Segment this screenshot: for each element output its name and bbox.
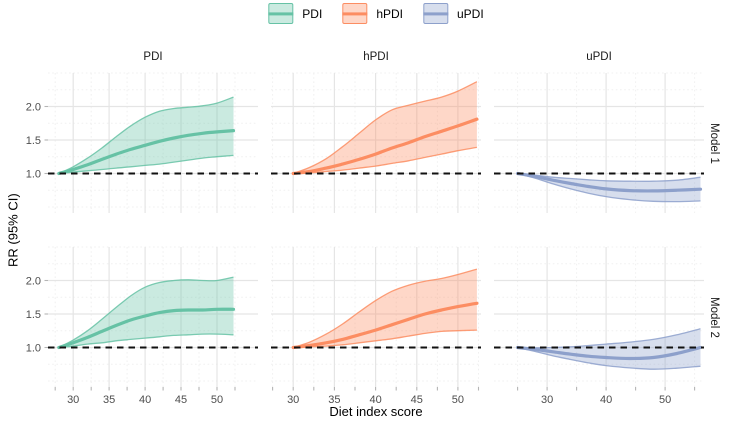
confidence-ribbon [293, 81, 477, 174]
trend-line [57, 129, 236, 176]
ribbon-lower-edge [58, 154, 234, 175]
svg-text:2.0: 2.0 [26, 101, 41, 113]
panel-updi-model-1 [494, 72, 704, 213]
facet-strip-hpdi: hPDI [363, 51, 389, 63]
svg-text:30: 30 [541, 394, 553, 406]
ribbon-upper-edge [292, 268, 478, 349]
panel-svg [494, 72, 704, 213]
panel-pdi-model-1: 1.0 1.5 2.0 [26, 72, 258, 213]
trend-line [291, 301, 479, 350]
svg-text:45: 45 [411, 394, 423, 406]
ribbon-upper-edge [58, 96, 234, 175]
svg-text:30: 30 [67, 394, 79, 406]
ribbon-lower-edge [58, 333, 234, 349]
facet-strip-updi: uPDI [586, 51, 612, 63]
svg-text:35: 35 [328, 394, 340, 406]
panel-hpdi-model-2: 30 35 40 45 50 [271, 246, 481, 406]
y-axis-title: RR (95% CI) [5, 193, 21, 267]
legend-key-line [342, 11, 368, 16]
legend-item-pdi: PDI [268, 3, 322, 24]
legend-key-updi [423, 3, 449, 24]
trend-line [516, 345, 703, 361]
svg-text:40: 40 [369, 394, 381, 406]
legend-label-pdi: PDI [302, 6, 323, 21]
panel-svg: 30 35 40 45 50 1.0 1.5 2.0 [26, 246, 258, 406]
svg-text:50: 50 [452, 394, 464, 406]
legend-key-line [423, 11, 449, 16]
confidence-ribbon [517, 173, 701, 202]
svg-text:45: 45 [175, 394, 187, 406]
panel-svg [271, 72, 481, 213]
legend-label-hpdi: hPDI [376, 6, 404, 21]
trend-line [516, 171, 703, 193]
legend-item-hpdi: hPDI [342, 3, 403, 24]
svg-text:1.0: 1.0 [26, 342, 41, 354]
svg-text:1.5: 1.5 [26, 309, 41, 321]
facet-strip-pdi: PDI [143, 51, 163, 63]
trend-line [291, 117, 479, 176]
facet-strip-model-2: Model 2 [708, 296, 720, 338]
panel-svg: 1.0 1.5 2.0 [26, 72, 258, 213]
svg-text:40: 40 [600, 394, 612, 406]
legend-key-line [268, 11, 294, 16]
svg-text:35: 35 [103, 394, 115, 406]
ribbon-lower-edge [517, 346, 701, 370]
panel-hpdi-model-1 [271, 72, 481, 213]
x-axis-title: Diet index score [329, 404, 423, 419]
svg-text:2.0: 2.0 [26, 275, 41, 287]
confidence-ribbon [293, 269, 477, 348]
confidence-ribbon [58, 97, 234, 174]
facet-strip-model-1: Model 1 [708, 122, 720, 164]
legend-label-updi: uPDI [457, 6, 484, 21]
ribbon-lower-edge [517, 172, 701, 203]
legend-key-pdi [268, 3, 294, 24]
legend: PDI hPDI uPDI [268, 3, 484, 24]
ribbon-lower-edge [293, 146, 478, 175]
trend-line [57, 307, 236, 350]
panel-svg: 30 40 50 [494, 246, 704, 406]
panel-pdi-model-2: 30 35 40 45 50 1.0 1.5 2.0 [26, 246, 258, 406]
svg-text:50: 50 [211, 394, 223, 406]
ribbon-lower-edge [293, 329, 477, 349]
svg-text:30: 30 [287, 394, 299, 406]
svg-text:50: 50 [659, 394, 671, 406]
panel-svg: 30 35 40 45 50 [271, 246, 481, 406]
svg-text:40: 40 [139, 394, 151, 406]
ribbon-upper-edge [292, 81, 478, 175]
panel-updi-model-2: 30 40 50 [494, 246, 704, 406]
confidence-ribbon [517, 328, 701, 370]
svg-text:1.5: 1.5 [26, 135, 41, 147]
ribbon-upper-edge [517, 172, 701, 182]
ribbon-upper-edge [58, 276, 234, 349]
svg-text:1.0: 1.0 [26, 168, 41, 180]
legend-key-hpdi [342, 3, 368, 24]
legend-item-updi: uPDI [423, 3, 484, 24]
